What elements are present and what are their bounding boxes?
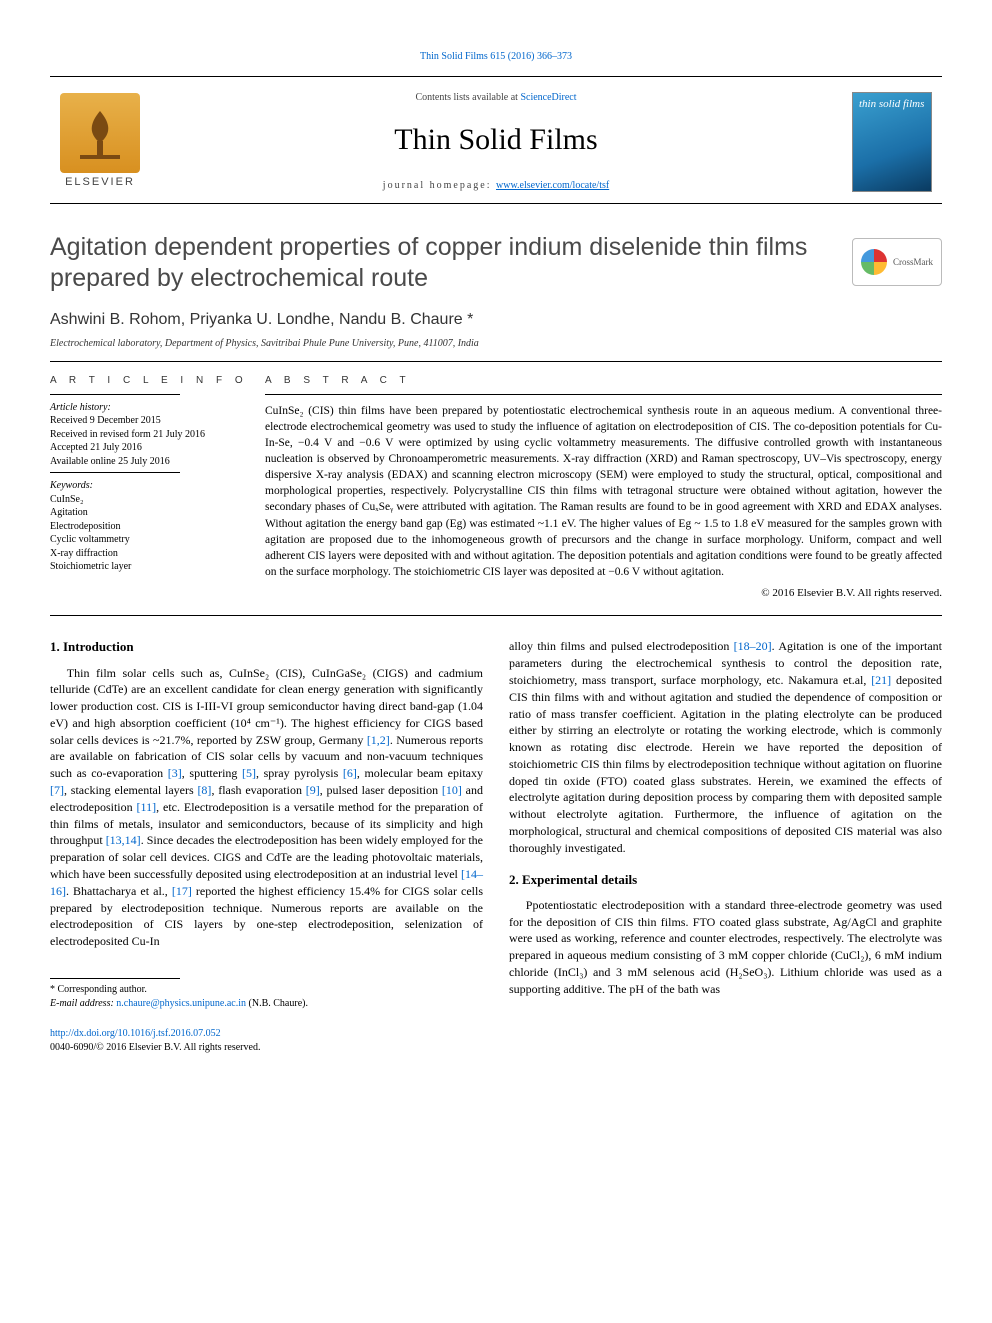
abstract-rule [265, 394, 942, 395]
issn-line: 0040-6090/© 2016 Elsevier B.V. All right… [50, 1041, 483, 1055]
top-rule [50, 76, 942, 77]
email-label: E-mail address: [50, 998, 116, 1009]
journal-name: Thin Solid Films [158, 119, 834, 161]
cover-thumbnail: thin solid films [852, 92, 932, 192]
article-info-heading: A R T I C L E I N F O [50, 374, 249, 388]
history-accepted: Accepted 21 July 2016 [50, 441, 249, 455]
homepage-label: journal homepage: [383, 180, 496, 191]
history-received: Received 9 December 2015 [50, 414, 249, 428]
info-rule-1 [50, 394, 180, 395]
citation-link[interactable]: [17] [172, 884, 192, 898]
intro-paragraph: Thin film solar cells such as, CuInSe₂ (… [50, 665, 483, 951]
keyword: CuInSe₂ [50, 493, 249, 507]
sciencedirect-link[interactable]: ScienceDirect [520, 92, 576, 103]
authors: Ashwini B. Rohom, Priyanka U. Londhe, Na… [50, 309, 942, 331]
homepage-link[interactable]: www.elsevier.com/locate/tsf [496, 180, 609, 191]
cover-title: thin solid films [859, 99, 924, 110]
publisher-name: ELSEVIER [65, 175, 135, 190]
crossmark-label: CrossMark [893, 256, 933, 269]
citation-link[interactable]: [14–16] [50, 867, 483, 898]
intro-continued: alloy thin films and pulsed electrodepos… [509, 638, 942, 856]
corresponding-email-line: E-mail address: n.chaure@physics.unipune… [50, 997, 483, 1011]
abstract-copyright: © 2016 Elsevier B.V. All rights reserved… [265, 586, 942, 601]
citation-link[interactable]: [13,14] [106, 833, 141, 847]
doi-link[interactable]: http://dx.doi.org/10.1016/j.tsf.2016.07.… [50, 1028, 221, 1039]
citation-link[interactable]: [21] [871, 673, 891, 687]
citation-link[interactable]: [1,2] [367, 733, 390, 747]
keyword: Agitation [50, 506, 249, 520]
abstract-text: CuInSe₂ (CIS) thin films have been prepa… [265, 403, 942, 580]
footnote-rule [50, 978, 180, 979]
citation-link[interactable]: [3] [168, 766, 182, 780]
crossmark-badge[interactable]: CrossMark [852, 238, 942, 286]
citation-link[interactable]: [5] [242, 766, 256, 780]
history-online: Available online 25 July 2016 [50, 455, 249, 469]
citation-link[interactable]: [7] [50, 783, 64, 797]
affiliation: Electrochemical laboratory, Department o… [50, 337, 942, 351]
keyword: X-ray diffraction [50, 547, 249, 561]
contents-pre: Contents lists available at [415, 92, 520, 103]
elsevier-tree-icon [60, 93, 140, 173]
keyword: Stoichiometric layer [50, 560, 249, 574]
keywords-label: Keywords: [50, 479, 249, 493]
citation-link[interactable]: [10] [442, 783, 462, 797]
section-heading-experimental: 2. Experimental details [509, 871, 942, 889]
publisher-logo: ELSEVIER [50, 85, 150, 199]
masthead: ELSEVIER Contents lists available at Sci… [50, 85, 942, 204]
email-tail: (N.B. Chaure). [246, 998, 308, 1009]
citation-link[interactable]: [8] [197, 783, 211, 797]
keyword: Electrodeposition [50, 520, 249, 534]
article-title: Agitation dependent properties of copper… [50, 232, 942, 295]
citation-link[interactable]: [11] [137, 800, 157, 814]
citation-link[interactable]: [6] [343, 766, 357, 780]
history-label: Article history: [50, 401, 249, 415]
crossmark-icon [861, 249, 887, 275]
email-link[interactable]: n.chaure@physics.unipune.ac.in [116, 998, 246, 1009]
experimental-paragraph: Ppotentiostatic electrodeposition with a… [509, 897, 942, 998]
abstract-heading: A B S T R A C T [265, 374, 942, 388]
running-head: Thin Solid Films 615 (2016) 366–373 [50, 50, 942, 64]
corresponding-author: * Corresponding author. [50, 983, 483, 997]
keyword: Cyclic voltammetry [50, 533, 249, 547]
section-heading-intro: 1. Introduction [50, 638, 483, 656]
history-revised: Received in revised form 21 July 2016 [50, 428, 249, 442]
journal-homepage: journal homepage: www.elsevier.com/locat… [158, 179, 834, 193]
journal-cover: thin solid films [842, 85, 942, 199]
info-rule-2 [50, 472, 180, 473]
contents-line: Contents lists available at ScienceDirec… [158, 91, 834, 105]
citation-link[interactable]: [9] [306, 783, 320, 797]
citation-link[interactable]: [18–20] [734, 639, 772, 653]
